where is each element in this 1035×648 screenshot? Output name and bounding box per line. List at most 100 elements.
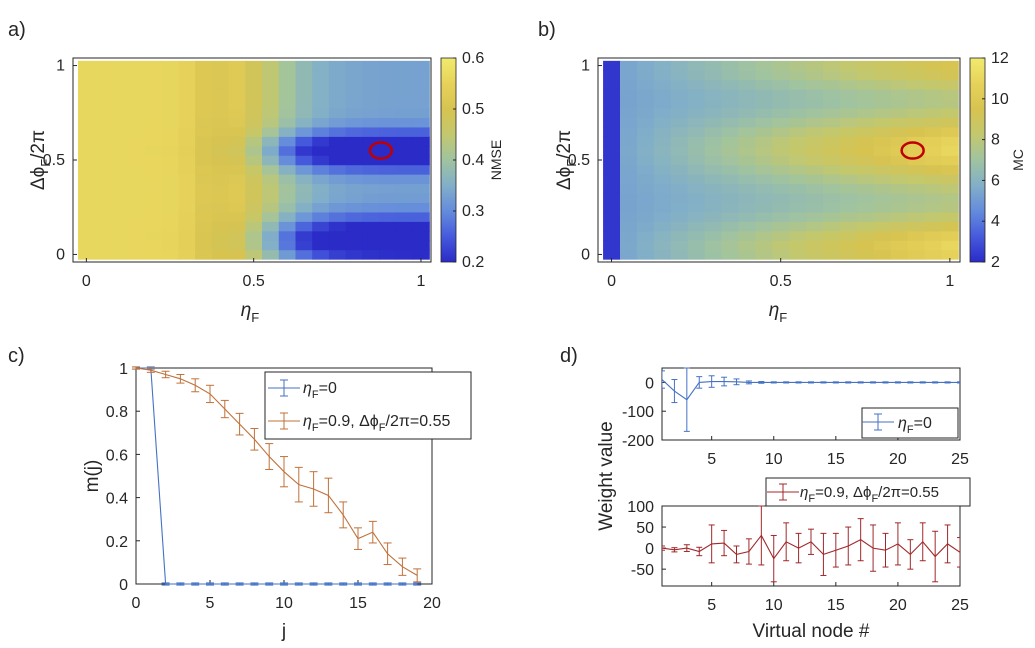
heatmap-cell [345,230,363,241]
heatmap-cell [312,98,330,109]
heatmap-cell [619,117,638,128]
error-bar [758,381,765,384]
error-bar [220,582,229,586]
panel-c-series [132,366,422,586]
heatmap-cell [195,221,213,232]
heatmap-cell [178,202,196,213]
heatmap-cell [362,89,380,100]
heatmap-cell [721,155,739,166]
heatmap-cell [839,108,858,118]
legend-swatch-bottom [767,483,799,501]
legend-swatch-series-2 [268,412,300,430]
heatmap-cell [653,126,672,137]
heatmap-cell [924,98,942,109]
heatmap-cell [721,60,739,71]
heatmap-cell [245,174,263,185]
heatmap-cell [78,108,96,118]
heatmap-cell [738,174,756,185]
heatmap-cell [907,183,925,194]
heatmap-cell [687,108,706,118]
heatmap-cell [379,117,397,128]
error-bar [383,542,392,566]
heatmap-cell [789,126,807,137]
heatmap-cell [822,60,841,71]
heatmap-cell [873,145,892,156]
heatmap-cell [379,249,397,260]
heatmap-cell [789,193,807,203]
heatmap-cell [619,230,638,241]
heatmap-cell [941,183,959,194]
error-bar [176,373,185,384]
heatmap-cell [687,98,706,109]
heatmap-cell [839,117,858,128]
error-bar [671,379,678,404]
heatmap-cell [161,164,179,175]
heatmap-cell [262,136,280,147]
error-bar [161,582,170,586]
heatmap-cell [687,145,706,156]
heatmap-cell [822,108,841,118]
heatmap-cell [670,155,689,166]
heatmap-cell [856,174,875,185]
heatmap-cell [111,193,129,203]
heatmap-cell [94,79,112,90]
heatmap-cell [94,202,112,213]
heatmap-cell [924,164,942,175]
heatmap-cell [228,98,246,109]
heatmap-cell [924,202,942,213]
heatmap-cell [395,145,414,156]
heatmap-cell [178,126,196,137]
heatmap-cell [211,174,230,185]
heatmap-cell [228,193,246,203]
error-bar [191,378,200,393]
error-bar [907,381,914,384]
heatmap-cell [873,155,892,166]
heatmap-cell [395,79,414,90]
heatmap-cell [856,60,875,71]
heatmap-cell [144,79,163,90]
heatmap-cell [245,249,263,260]
heatmap-cell [412,249,430,260]
heatmap-cell [941,89,959,100]
heatmap-cell [278,108,296,118]
panel-c-xlabel: j [281,621,286,642]
x-tick-label: 0 [132,595,141,612]
heatmap-cell [111,202,129,213]
heatmap-cell [245,108,263,118]
x-tick-label: 20 [423,595,441,612]
heatmap-cell [755,79,773,90]
heatmap-cell [278,70,296,81]
heatmap-cell [94,60,112,71]
heatmap-cell [822,221,841,232]
heatmap-cell [721,249,739,260]
error-bar [206,582,214,586]
heatmap-cell [395,230,414,241]
heatmap-cell [670,211,689,222]
y-tick-label: 1 [581,58,590,75]
heatmap-cell [395,174,414,185]
error-bar [235,412,244,436]
heatmap-cell [328,70,347,81]
x-tick-label: 15 [349,595,367,612]
heatmap-cell [603,60,621,71]
x-tick-label: 10 [275,595,293,612]
heatmap-cell [111,155,129,166]
heatmap-cell [687,240,706,251]
heatmap-cell [128,126,146,137]
heatmap-cell [873,79,892,90]
heatmap-cell [738,202,756,213]
x-tick-label: 25 [951,451,969,468]
heatmap-cell [670,145,689,156]
heatmap-cell [262,202,280,213]
heatmap-cell [636,193,655,203]
heatmap-cell [161,60,179,71]
heatmap-cell [178,211,196,222]
panel-a-label: a) [8,19,26,41]
heatmap-cell [78,249,96,260]
heatmap-cell [738,221,756,232]
heatmap-cell [721,240,739,251]
heatmap-cell [636,211,655,222]
heatmap-cell [128,221,146,232]
heatmap-cell [839,79,858,90]
heatmap-cell [687,70,706,81]
